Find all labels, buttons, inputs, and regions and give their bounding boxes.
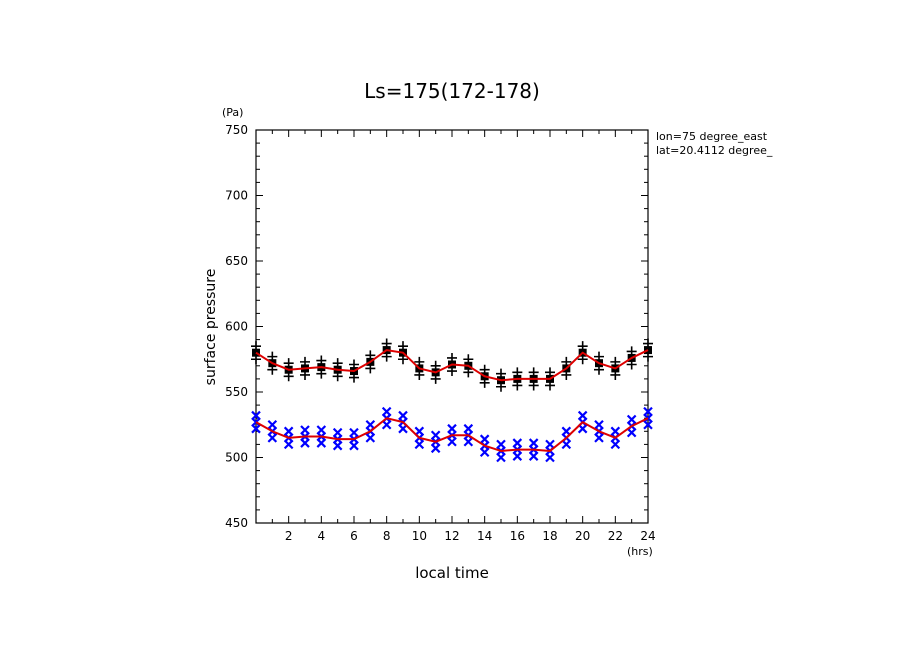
y-tick-label: 600: [225, 320, 248, 334]
data-point-marker: [447, 352, 457, 363]
data-point-marker: [528, 438, 539, 448]
data-point-marker: [594, 351, 604, 362]
annotation-lon: lon=75 degree_east: [656, 130, 768, 143]
data-point-marker: [512, 367, 523, 378]
y-axis-label: surface pressure: [203, 269, 219, 386]
data-point-marker: [283, 358, 294, 369]
x-tick-label: 20: [575, 529, 590, 543]
x-tick-label: 2: [285, 529, 293, 543]
data-point-marker: [496, 368, 506, 379]
data-point-marker: [643, 338, 653, 349]
data-point-marker: [430, 360, 441, 371]
data-point-marker: [430, 430, 441, 441]
series-1: [251, 338, 653, 392]
data-point-marker: [300, 425, 310, 435]
data-point-marker: [512, 438, 523, 448]
x-axis-label: local time: [415, 564, 489, 582]
x-tick-label: 4: [318, 529, 326, 543]
data-point-marker: [316, 355, 327, 366]
data-point-marker: [283, 426, 294, 437]
chart-title: Ls=175(172-178): [364, 79, 540, 103]
x-tick-label: 12: [444, 529, 459, 543]
series-layer: [251, 338, 653, 463]
data-point-marker: [267, 351, 278, 362]
data-point-marker: [479, 434, 490, 444]
plot-border: [255, 129, 649, 524]
x-unit-label: (hrs): [627, 545, 653, 558]
data-point-marker: [251, 410, 261, 421]
x-tick-label: 8: [383, 529, 391, 543]
series-line: [255, 349, 649, 382]
y-tick-label: 550: [225, 385, 248, 399]
data-point-marker: [316, 425, 327, 435]
data-point-marker: [332, 427, 343, 438]
data-point-marker: [447, 423, 457, 434]
data-point-marker: [381, 406, 392, 417]
data-point-marker: [594, 419, 604, 430]
annotation-lat: lat=20.4112 degree_: [656, 144, 773, 157]
data-point-marker: [381, 338, 392, 349]
data-point-marker: [610, 356, 621, 367]
y-unit-label: (Pa): [222, 106, 243, 119]
x-tick-label: 16: [510, 529, 525, 543]
series-line: [255, 417, 649, 452]
data-point-marker: [463, 354, 474, 365]
data-point-marker: [398, 410, 408, 421]
data-point-marker: [267, 419, 278, 430]
data-point-marker: [626, 414, 637, 425]
y-tick-label: 650: [225, 254, 248, 268]
data-point-marker: [252, 348, 260, 357]
data-point-marker: [414, 356, 425, 367]
x-tick-label: 10: [412, 529, 427, 543]
plot-frame: [255, 129, 649, 524]
data-point-marker: [365, 350, 376, 361]
x-tick-label: 14: [477, 529, 492, 543]
y-tick-label: 700: [225, 189, 248, 203]
data-point-marker: [300, 356, 310, 367]
x-tick-label: 22: [608, 529, 623, 543]
data-point-marker: [332, 358, 343, 369]
x-tick-label: 6: [350, 529, 358, 543]
data-point-marker: [349, 427, 359, 438]
data-point-marker: [365, 419, 376, 430]
data-point-marker: [545, 439, 555, 450]
data-point-marker: [463, 423, 474, 434]
data-point-marker: [398, 341, 408, 352]
data-point-marker: [528, 367, 539, 378]
series-2: [251, 406, 653, 463]
data-point-marker: [496, 439, 506, 450]
data-point-marker: [545, 367, 555, 378]
data-point-marker: [561, 356, 572, 367]
data-point-marker: [577, 341, 588, 352]
data-point-marker: [610, 426, 621, 437]
axis-ticks: 2 4 6 8 10 12 14 16 18 20 22 2445050055060065070075…: [225, 123, 656, 543]
y-tick-label: 500: [225, 451, 248, 465]
x-tick-label: 18: [542, 529, 557, 543]
data-point-marker: [349, 359, 359, 370]
x-tick-label: 24: [640, 529, 655, 543]
data-point-marker: [251, 341, 261, 352]
data-point-marker: [479, 364, 490, 375]
y-tick-label: 450: [225, 516, 248, 530]
data-point-marker: [643, 406, 653, 417]
y-tick-label: 750: [225, 123, 248, 137]
data-point-marker: [577, 410, 588, 421]
data-point-marker: [626, 346, 637, 357]
